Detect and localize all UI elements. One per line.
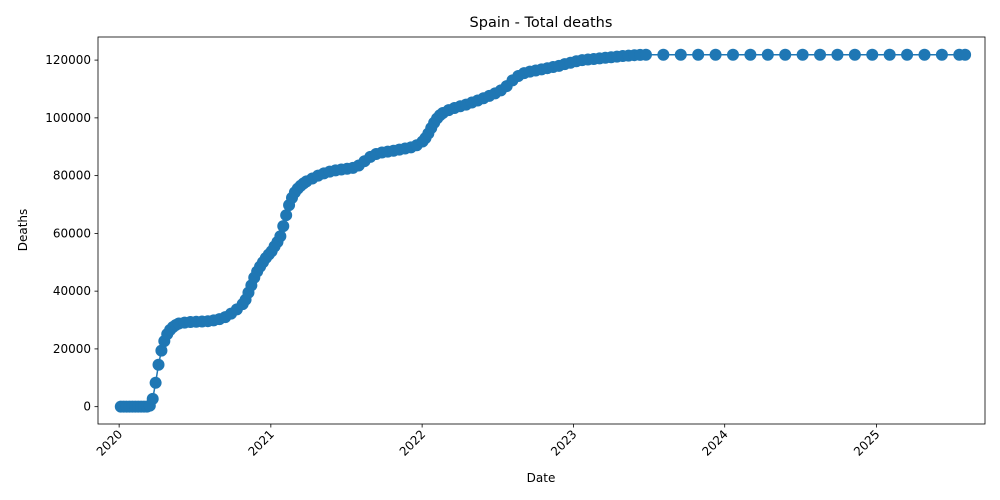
y-tick-label: 60000	[53, 226, 91, 240]
data-point	[727, 49, 739, 61]
x-tick-label: 2020	[94, 427, 125, 458]
plot-frame	[98, 37, 985, 424]
data-point	[274, 230, 286, 242]
data-point	[814, 49, 826, 61]
data-point	[692, 49, 704, 61]
y-axis-title: Deaths	[16, 209, 30, 252]
x-tick-label: 2025	[851, 427, 882, 458]
y-tick-label: 40000	[53, 284, 91, 298]
data-point	[277, 220, 289, 232]
y-tick-label: 100000	[45, 111, 91, 125]
data-point	[959, 49, 971, 61]
data-point	[849, 49, 861, 61]
data-point	[918, 49, 930, 61]
data-point	[779, 49, 791, 61]
data-point	[866, 49, 878, 61]
data-point	[936, 49, 948, 61]
data-point	[744, 49, 756, 61]
y-tick-label: 80000	[53, 169, 91, 183]
data-point	[762, 49, 774, 61]
x-axis: 2020 2021 2022 2023 2024 2025	[94, 424, 883, 459]
data-point	[675, 49, 687, 61]
x-tick-label: 2021	[245, 427, 276, 458]
data-point	[147, 393, 159, 405]
y-axis: 0 20000 40000 60000 80000 100000 120000	[45, 53, 98, 414]
data-point	[901, 49, 913, 61]
data-point	[280, 209, 292, 221]
x-axis-title: Date	[527, 471, 556, 485]
x-tick-label: 2022	[397, 427, 428, 458]
x-tick-label: 2023	[548, 427, 579, 458]
data-point	[710, 49, 722, 61]
plot-area	[115, 49, 971, 413]
chart-title: Spain - Total deaths	[470, 15, 613, 31]
data-point	[797, 49, 809, 61]
y-tick-label: 120000	[45, 53, 91, 67]
data-point	[150, 377, 162, 389]
data-point	[831, 49, 843, 61]
y-tick-label: 20000	[53, 342, 91, 356]
data-point	[640, 49, 652, 61]
data-point	[884, 49, 896, 61]
x-tick-label: 2024	[699, 427, 730, 458]
data-point	[657, 49, 669, 61]
series-line	[121, 55, 965, 407]
data-point	[153, 359, 165, 371]
y-tick-label: 0	[83, 400, 91, 414]
